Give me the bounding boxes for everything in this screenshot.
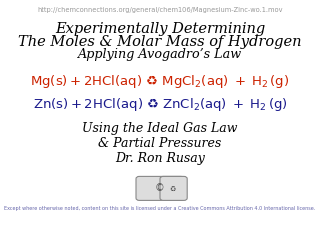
Text: $\mathrm{Mg(s) + 2HCl(aq)}$ ♻ $\mathrm{MgCl_2(aq) \;+\; H_2\,(g)}$: $\mathrm{Mg(s) + 2HCl(aq)}$ ♻ $\mathrm{M…: [30, 73, 290, 90]
Text: ©: ©: [155, 183, 165, 193]
Text: $\mathrm{Zn(s) + 2HCl(aq)}$ ♻ $\mathrm{ZnCl_2(aq) \;+\; H_2\,(g)}$: $\mathrm{Zn(s) + 2HCl(aq)}$ ♻ $\mathrm{Z…: [33, 96, 287, 113]
Text: Experimentally Determining: Experimentally Determining: [55, 22, 265, 36]
Text: & Partial Pressures: & Partial Pressures: [98, 137, 222, 150]
Text: Using the Ideal Gas Law: Using the Ideal Gas Law: [82, 122, 238, 135]
Text: http://chemconnections.org/general/chem106/Magnesium-Zinc-wo.1.mov: http://chemconnections.org/general/chem1…: [37, 7, 283, 13]
Text: ♻: ♻: [170, 185, 176, 192]
Text: Except where otherwise noted, content on this site is licensed under a Creative : Except where otherwise noted, content on…: [4, 206, 316, 211]
Text: Applying Avogadro’s Law: Applying Avogadro’s Law: [78, 48, 242, 61]
Text: The Moles & Molar Mass of Hydrogen: The Moles & Molar Mass of Hydrogen: [18, 35, 302, 49]
FancyBboxPatch shape: [136, 176, 184, 200]
Text: Dr. Ron Rusay: Dr. Ron Rusay: [115, 152, 205, 165]
FancyBboxPatch shape: [160, 176, 187, 200]
